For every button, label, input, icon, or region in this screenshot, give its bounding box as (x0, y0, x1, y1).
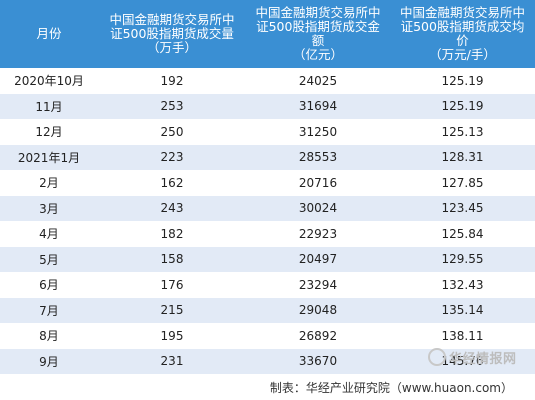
table-row: 4月 182 22923 125.84 (0, 221, 535, 247)
table-row: 11月 253 31694 125.19 (0, 93, 535, 119)
cell-amount: 31250 (298, 124, 338, 139)
cell-price: 125.19 (441, 99, 484, 114)
cell-volume: 192 (160, 73, 184, 88)
header-amount: 中国金融期货交易所中 证500股指期货成交金 额 （亿元） (246, 0, 390, 68)
cell-amount: 26892 (298, 328, 338, 343)
cell-month: 3月 (39, 201, 59, 216)
watermark-text: 华经情报网 (449, 351, 517, 367)
table-row: 2020年10月 192 24025 125.19 (0, 68, 535, 94)
header-price-line1: 中国金融期货交易所中 (399, 5, 525, 20)
cell-month: 4月 (39, 227, 59, 242)
cell-price: 145.76 (441, 354, 484, 369)
cell-amount: 33670 (298, 354, 338, 369)
cell-price: 138.11 (441, 328, 484, 343)
cell-price: 125.19 (441, 73, 484, 88)
cell-month: 12月 (35, 125, 63, 140)
cell-volume: 176 (160, 277, 184, 292)
header-volume: 中国金融期货交易所中 证500股指期货成交量 （万手） (98, 0, 246, 68)
header-amount-line3: 额 (311, 33, 325, 48)
cell-volume: 223 (160, 150, 184, 165)
cell-volume: 243 (160, 201, 184, 216)
header-volume-line3: （万手） (146, 40, 197, 55)
table-row: 7月 215 29048 135.14 (0, 297, 535, 323)
table-row: 2月 162 20716 127.85 (0, 170, 535, 196)
cell-volume: 182 (160, 226, 184, 241)
cell-amount: 30024 (298, 201, 338, 216)
header-price: 中国金融期货交易所中 证500股指期货成交均 价 （万元/手） (390, 0, 535, 68)
cell-month: 2月 (39, 176, 59, 191)
table-header: 月份 中国金融期货交易所中 证500股指期货成交量 （万手） 中国金融期货交易所… (0, 0, 535, 68)
cell-price: 129.55 (441, 252, 484, 267)
cell-month: 2020年10月 (14, 74, 84, 89)
cell-month: 7月 (39, 303, 59, 318)
table-row: 9月 231 33670 145.76 (0, 348, 535, 374)
header-amount-line1: 中国金融期货交易所中 (255, 5, 381, 20)
cell-volume: 231 (160, 354, 184, 369)
source-footer: 制表：华经产业研究院（www.huaon.com） (0, 374, 535, 400)
cell-month: 9月 (39, 354, 59, 369)
cell-price: 123.45 (441, 201, 484, 216)
header-price-line4: （万元/手） (429, 47, 496, 62)
table-row: 5月 158 20497 129.55 (0, 246, 535, 272)
cell-volume: 250 (160, 124, 184, 139)
cell-amount: 31694 (298, 99, 338, 114)
cell-amount: 23294 (298, 277, 338, 292)
cell-month: 5月 (39, 252, 59, 267)
cell-month: 11月 (35, 99, 63, 114)
header-month: 月份 (0, 0, 98, 68)
header-price-line3: 价 (456, 33, 469, 48)
watermark-logo-icon (428, 348, 446, 366)
cell-volume: 195 (160, 328, 184, 343)
header-volume-line1: 中国金融期货交易所中 (109, 12, 235, 27)
header-month-label: 月份 (36, 26, 62, 41)
cell-amount: 20497 (298, 252, 338, 267)
table-row: 8月 195 26892 138.11 (0, 323, 535, 349)
cell-amount: 24025 (298, 73, 338, 88)
cell-amount: 22923 (298, 226, 338, 241)
cell-price: 132.43 (441, 277, 484, 292)
table-row: 2021年1月 223 28553 128.31 (0, 144, 535, 170)
header-amount-line2: 证500股指期货成交金 (256, 19, 380, 34)
cell-month: 6月 (39, 278, 59, 293)
cell-amount: 20716 (298, 175, 338, 190)
watermark: 华经情报网 (428, 340, 535, 374)
source-text: 制表：华经产业研究院（www.huaon.com） (269, 380, 513, 395)
cell-month: 8月 (39, 329, 59, 344)
table-row: 6月 176 23294 132.43 (0, 272, 535, 298)
cell-volume: 253 (160, 99, 184, 114)
header-price-line2: 证500股指期货成交均 (400, 19, 525, 34)
cell-amount: 28553 (298, 150, 338, 165)
data-table: 月份 中国金融期货交易所中 证500股指期货成交量 （万手） 中国金融期货交易所… (0, 0, 535, 374)
cell-volume: 162 (160, 175, 184, 190)
cell-price: 125.84 (441, 226, 484, 241)
cell-price: 127.85 (441, 175, 484, 190)
header-amount-line4: （亿元） (292, 47, 343, 62)
table-row: 12月 250 31250 125.13 (0, 119, 535, 145)
cell-price: 125.13 (441, 124, 484, 139)
cell-volume: 215 (160, 303, 184, 318)
cell-month: 2021年1月 (17, 150, 81, 165)
cell-price: 128.31 (441, 150, 484, 165)
header-volume-line2: 证500股指期货成交量 (110, 26, 234, 41)
table-row: 3月 243 30024 123.45 (0, 195, 535, 221)
cell-price: 135.14 (441, 303, 484, 318)
cell-amount: 29048 (298, 303, 338, 318)
cell-volume: 158 (160, 252, 184, 267)
